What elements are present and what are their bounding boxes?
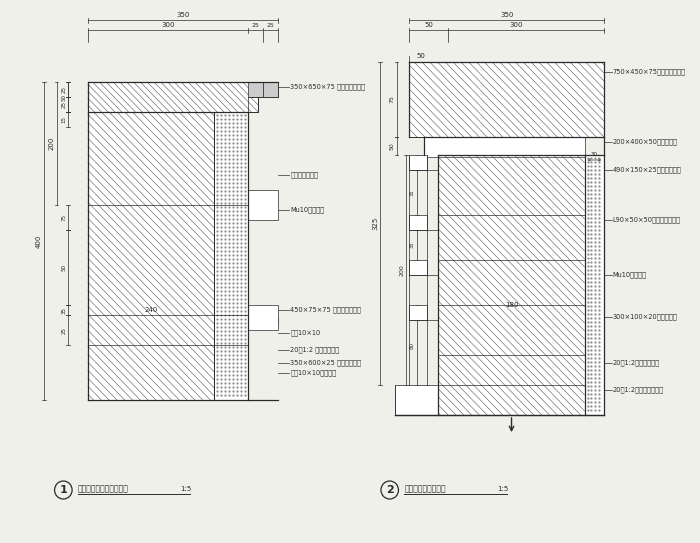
Bar (214, 112, 248, 400)
Text: Mu10砌块砖砌: Mu10砌块砖砌 (612, 272, 647, 279)
Bar (410, 215, 427, 230)
Bar (263, 82, 278, 97)
Bar (395, 385, 438, 415)
Bar (438, 155, 584, 415)
Bar (410, 260, 427, 275)
Text: 2: 2 (386, 485, 393, 495)
Text: 25: 25 (251, 312, 259, 317)
Text: 25: 25 (420, 404, 425, 411)
Text: 35: 35 (410, 242, 415, 248)
Text: 花岗岩磨光大面: 花岗岩磨光大面 (290, 172, 318, 178)
Text: Mu10砌块砖砌: Mu10砌块砖砌 (290, 207, 325, 213)
Text: 20厚1:2水泥沙浆粉平: 20厚1:2水泥沙浆粉平 (612, 359, 660, 367)
Text: 180: 180 (505, 302, 518, 308)
Text: 1:5: 1:5 (497, 486, 508, 492)
Bar (410, 155, 427, 170)
Text: 35: 35 (62, 306, 66, 313)
Bar (88, 112, 214, 400)
Text: 25: 25 (62, 101, 66, 108)
Bar (424, 137, 584, 157)
Text: 20厚1:2 水泥沙浆粉平: 20厚1:2 水泥沙浆粉平 (290, 346, 340, 353)
Bar (584, 155, 604, 415)
Text: 325: 325 (372, 217, 378, 230)
Text: 300×100×20黑网铝幕墙: 300×100×20黑网铝幕墙 (612, 314, 678, 320)
Text: L90×50×50型铝型大面草坪: L90×50×50型铝型大面草坪 (612, 217, 681, 223)
Text: 50: 50 (424, 22, 433, 28)
Text: 350: 350 (176, 12, 190, 18)
Bar (88, 82, 258, 112)
Text: 30: 30 (591, 152, 598, 157)
Text: 25: 25 (267, 23, 274, 28)
Bar (248, 190, 278, 220)
Text: 50: 50 (62, 93, 66, 100)
Text: 400: 400 (36, 235, 42, 248)
Text: 200: 200 (48, 137, 55, 150)
Text: 80: 80 (410, 342, 415, 349)
Text: 25: 25 (62, 326, 66, 333)
Text: 490×150×25金属幕墙剖面: 490×150×25金属幕墙剖面 (612, 167, 682, 173)
Text: 75: 75 (62, 214, 66, 221)
Text: 350: 350 (500, 12, 513, 18)
Text: 20厚1:2水泥沙浆找平层: 20厚1:2水泥沙浆找平层 (612, 387, 664, 393)
Text: 15: 15 (410, 159, 415, 166)
Text: 50: 50 (62, 264, 66, 271)
Text: 75: 75 (390, 96, 395, 103)
Text: 25: 25 (62, 86, 66, 93)
Text: 特色木景墙体剖面图: 特色木景墙体剖面图 (405, 484, 446, 494)
Bar (248, 82, 263, 97)
Text: 1: 1 (60, 485, 67, 495)
Text: 50: 50 (416, 53, 426, 59)
Bar (410, 62, 604, 137)
Text: 50: 50 (390, 142, 395, 150)
Text: 幕墙10×10型里支里: 幕墙10×10型里支里 (290, 370, 337, 376)
Text: 1:5: 1:5 (180, 486, 192, 492)
Text: 450×75×75 磁砖面九寸新砖: 450×75×75 磁砖面九寸新砖 (290, 307, 361, 313)
Text: 25: 25 (252, 23, 260, 28)
Text: 25: 25 (420, 389, 425, 396)
Text: 特色木景墙体立柱剖面图: 特色木景墙体立柱剖面图 (78, 484, 129, 494)
Text: 35: 35 (410, 189, 415, 196)
Text: 240: 240 (144, 307, 158, 313)
Text: 300: 300 (161, 22, 175, 28)
Text: 15: 15 (410, 219, 415, 226)
Text: 50: 50 (259, 202, 267, 207)
Text: 200: 200 (399, 264, 405, 276)
Text: 300: 300 (510, 22, 523, 28)
Text: 200×400×50彩色砖大面: 200×400×50彩色砖大面 (612, 138, 678, 146)
Text: 勾缝10×10: 勾缝10×10 (290, 330, 321, 336)
Text: 25: 25 (266, 312, 274, 317)
Text: 750×450×75磁砖磨光大面层: 750×450×75磁砖磨光大面层 (612, 69, 686, 75)
Bar (410, 305, 427, 320)
Text: 15: 15 (62, 116, 66, 123)
Text: 350×650×75 磁砖面九寸新砖: 350×650×75 磁砖面九寸新砖 (290, 84, 365, 90)
Bar (248, 305, 278, 330)
Text: 350×600×25 金属幕墙底板: 350×600×25 金属幕墙底板 (290, 359, 361, 367)
